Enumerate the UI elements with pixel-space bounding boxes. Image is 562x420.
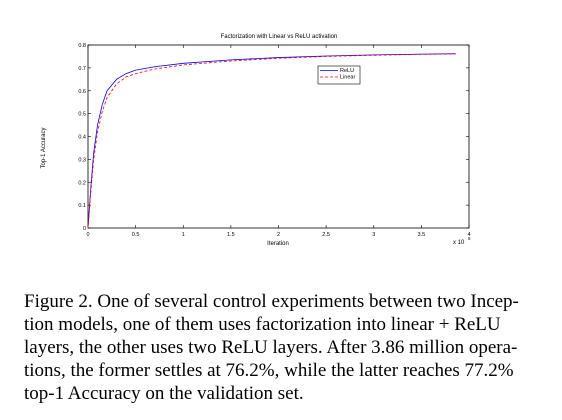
series-line-relu	[87, 53, 456, 229]
y-axis-label: Top-1 Accuracy	[41, 127, 47, 168]
y-tick-label: 0.5	[78, 112, 86, 118]
y-tick-label: 0.4	[78, 135, 86, 141]
x-tick-label: 1.5	[227, 232, 235, 238]
x-multiplier-base: x 10	[453, 240, 465, 246]
figure-caption: Figure 2. One of several control experim…	[24, 290, 550, 405]
caption-line: tion models, one of them uses factorizat…	[24, 314, 501, 335]
plot-frame	[87, 44, 470, 229]
x-tick-label: 3.5	[418, 232, 426, 238]
y-tick-label: 0.3	[78, 157, 86, 163]
x-tick-label: 0	[86, 232, 89, 238]
plot-area	[87, 44, 470, 229]
caption-line: Figure 2. One of several control experim…	[24, 291, 519, 312]
y-tick-label: 0.1	[78, 203, 86, 209]
x-axis-multiplier: x 10 6	[453, 236, 471, 246]
caption-line: layers, the other uses two ReLU layers. …	[24, 337, 518, 358]
x-tick-label: 2.5	[322, 232, 330, 238]
x-axis-label: Iteration	[267, 241, 289, 247]
caption-line: tions, the former settles at 76.2%, whil…	[24, 360, 514, 381]
x-tick-label: 0.5	[132, 232, 140, 238]
line-chart: Factorization with Linear vs ReLU activa…	[41, 34, 471, 247]
x-tick-label: 1	[182, 232, 185, 238]
series-layer	[87, 53, 456, 229]
x-multiplier-exponent: 6	[468, 236, 471, 241]
chart-title: Factorization with Linear vs ReLU activa…	[221, 34, 338, 40]
x-tick-label: 2	[277, 232, 280, 238]
y-axis: 0 0.1 0.2 0.3 0.4 0.5 0.6 0.7 0.8	[78, 43, 469, 232]
x-tick-label: 3	[372, 232, 375, 238]
legend-label: Linear	[340, 75, 355, 81]
series-line-linear	[87, 53, 456, 229]
caption-line: top-1 Accuracy on the validation set.	[24, 383, 304, 404]
x-axis: 0 0.5 1 1.5 2 2.5 3 3.5 4	[86, 45, 471, 238]
y-tick-label: 0.2	[78, 180, 86, 186]
y-tick-label: 0.8	[78, 43, 86, 49]
y-tick-label: 0.6	[78, 89, 86, 95]
y-tick-label: 0	[83, 226, 86, 232]
legend-label: ReLU	[340, 68, 354, 74]
y-tick-label: 0.7	[78, 66, 86, 72]
x-tick-label: 4	[467, 232, 470, 238]
